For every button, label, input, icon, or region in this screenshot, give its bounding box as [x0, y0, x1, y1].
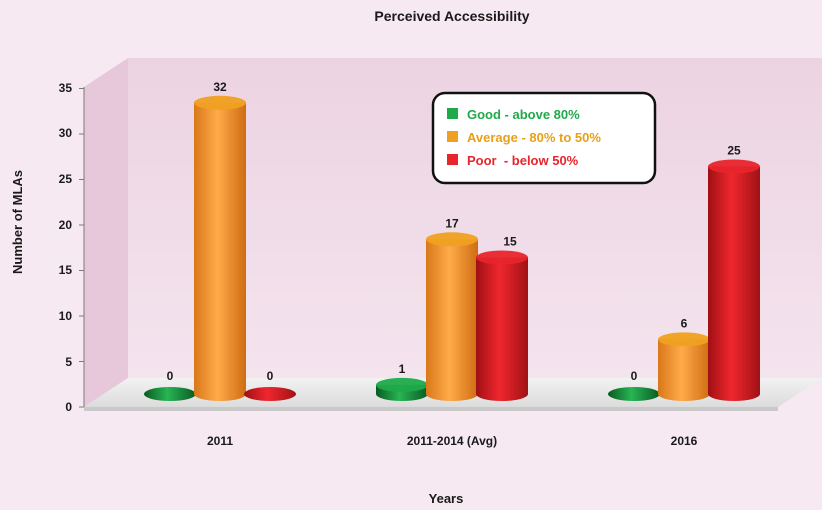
legend-swatch-average — [447, 131, 458, 142]
data-label: 6 — [681, 316, 688, 330]
bar-good — [144, 387, 196, 401]
chart-title: Perceived Accessibility — [374, 8, 529, 24]
bar-disc — [608, 387, 660, 401]
y-tick-label: 35 — [59, 81, 73, 95]
data-label: 0 — [267, 369, 274, 383]
bar-body — [708, 166, 760, 401]
side-wall — [84, 58, 128, 407]
bar-body — [426, 239, 478, 401]
legend-label-good: Good - above 80% — [467, 107, 580, 122]
x-tick-labels: 2011 2011-2014 (Avg) 2016 — [207, 434, 698, 448]
x-tick-label: 2011 — [207, 434, 233, 448]
bar-top — [194, 95, 246, 110]
bar-poor — [708, 159, 760, 401]
bar-top — [376, 377, 428, 392]
legend-box — [431, 91, 657, 185]
legend-label-average: Average - 80% to 50% — [467, 130, 601, 145]
y-tick-label: 20 — [59, 218, 73, 232]
data-label: 15 — [503, 235, 517, 249]
y-tick-label: 0 — [65, 400, 72, 414]
legend-swatch-poor — [447, 154, 458, 165]
data-label: 0 — [631, 369, 638, 383]
bar-poor — [244, 387, 296, 401]
data-label: 32 — [213, 80, 227, 94]
legend-swatch-good — [447, 108, 458, 119]
legend: Good - above 80% Average - 80% to 50% Po… — [431, 91, 657, 185]
y-tick-label: 5 — [65, 355, 72, 369]
data-label: 25 — [727, 144, 741, 158]
data-label: 0 — [167, 369, 174, 383]
y-tick-label: 10 — [59, 309, 73, 323]
bar-top — [476, 250, 528, 265]
bar-top — [426, 232, 478, 247]
bar-average — [426, 232, 478, 401]
x-tick-label: 2011-2014 (Avg) — [407, 434, 497, 448]
bar-good — [376, 377, 428, 401]
bar-disc — [244, 387, 296, 401]
y-tick-labels: 0 5 10 15 20 25 30 35 — [59, 81, 73, 414]
data-label: 17 — [445, 216, 459, 230]
bar-poor — [476, 250, 528, 401]
data-labels: 0 1 0 32 17 6 0 15 25 — [167, 80, 741, 383]
bar-body — [194, 102, 246, 402]
bar-top — [658, 332, 710, 347]
y-tick-label: 15 — [59, 263, 73, 277]
y-axis-title: Number of MLAs — [10, 170, 25, 274]
floor-front — [84, 407, 778, 411]
y-tick-label: 25 — [59, 172, 73, 186]
bar-body — [658, 339, 710, 401]
x-tick-label: 2016 — [671, 434, 698, 448]
bar-body — [476, 257, 528, 401]
bar-average — [194, 95, 246, 402]
x-axis-title: Years — [429, 491, 464, 506]
bar-average — [658, 332, 710, 401]
data-label: 1 — [399, 362, 406, 376]
bar-disc — [144, 387, 196, 401]
y-tick-label: 30 — [59, 126, 73, 140]
legend-label-poor: Poor - below 50% — [467, 153, 579, 168]
bars — [144, 95, 760, 402]
bar-top — [708, 159, 760, 174]
bar-good — [608, 387, 660, 401]
y-tick-marks — [79, 88, 84, 408]
